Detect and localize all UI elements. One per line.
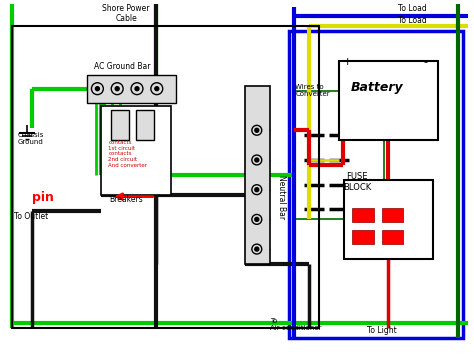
Circle shape	[255, 217, 259, 221]
Circle shape	[95, 87, 100, 91]
Circle shape	[255, 128, 259, 132]
Text: FUSE
BLOCK: FUSE BLOCK	[343, 172, 371, 192]
Bar	[111, 111, 129, 140]
Bar	[136, 111, 154, 140]
Bar	[12, 26, 319, 328]
Text: To Load: To Load	[398, 4, 427, 14]
Circle shape	[255, 158, 259, 162]
Bar	[294, 91, 383, 219]
Text: Wires to
Converter: Wires to Converter	[295, 84, 330, 97]
Text: Neutral Bar: Neutral Bar	[277, 175, 286, 219]
Circle shape	[115, 87, 119, 91]
Bar	[344, 180, 433, 259]
Bar	[245, 86, 270, 264]
Text: Chassis
Ground: Chassis Ground	[17, 132, 44, 145]
Text: Shore Power
Cable: Shore Power Cable	[102, 4, 150, 23]
Text: To Load: To Load	[398, 16, 427, 25]
Text: Breakers: Breakers	[109, 194, 143, 204]
Text: contacts
2nd circuit
And converter: contacts 2nd circuit And converter	[108, 151, 147, 168]
Text: To
Air conditioner: To Air conditioner	[270, 318, 321, 331]
Bar	[101, 106, 171, 195]
Text: -: -	[423, 57, 427, 67]
Text: To Light: To Light	[367, 326, 396, 335]
Bar	[290, 31, 463, 338]
Bar	[86, 75, 175, 102]
Circle shape	[135, 87, 139, 91]
Text: +: +	[343, 57, 352, 67]
Bar	[382, 208, 403, 222]
Bar	[339, 61, 438, 140]
Text: contacts
1st circuit: contacts 1st circuit	[108, 140, 135, 151]
Bar	[352, 208, 374, 222]
Text: AC Ground Bar: AC Ground Bar	[94, 62, 151, 71]
Circle shape	[155, 87, 159, 91]
Circle shape	[255, 247, 259, 251]
Text: To Outlet: To Outlet	[14, 212, 48, 221]
Text: Battery: Battery	[351, 81, 403, 94]
Text: pin: pin	[32, 190, 54, 204]
Bar	[382, 230, 403, 244]
Circle shape	[255, 188, 259, 192]
Bar	[352, 230, 374, 244]
